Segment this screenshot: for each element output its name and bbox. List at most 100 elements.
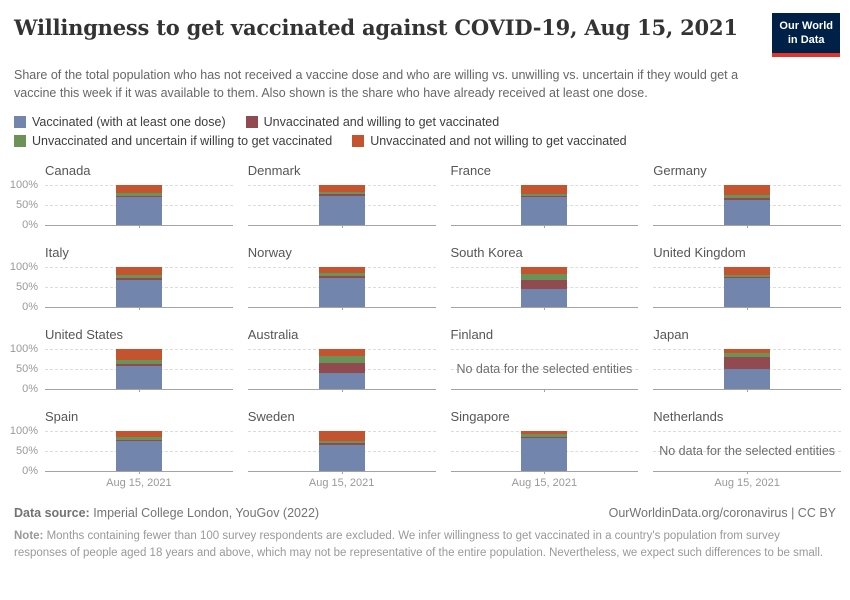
segment-vaccinated[interactable]	[521, 438, 568, 471]
segment-not_willing[interactable]	[724, 184, 771, 196]
y-tick-label: 0%	[22, 300, 38, 313]
segment-vaccinated[interactable]	[724, 199, 771, 225]
owid-coronavirus-link[interactable]: OurWorldinData.org/coronavirus | CC BY	[608, 505, 836, 520]
segment-willing[interactable]	[521, 280, 568, 289]
segment-uncertain[interactable]	[115, 359, 162, 364]
country-title: Norway	[247, 244, 292, 260]
mini-chart-netherlands: Netherlands No data for the selected enti…	[653, 409, 841, 489]
y-tick-label: 0%	[22, 218, 38, 231]
stacked-bar[interactable]	[521, 430, 568, 471]
stacked-bar[interactable]	[318, 430, 365, 471]
segment-uncertain[interactable]	[318, 356, 365, 363]
x-axis-tick-mark	[747, 306, 749, 310]
stacked-bar[interactable]	[318, 348, 365, 389]
stacked-bar[interactable]	[115, 266, 162, 307]
segment-vaccinated[interactable]	[318, 372, 365, 389]
segment-not_willing[interactable]	[318, 430, 365, 441]
segment-uncertain[interactable]	[115, 193, 162, 196]
country-title: France	[450, 162, 491, 178]
segment-willing[interactable]	[318, 276, 365, 278]
segment-vaccinated[interactable]	[521, 288, 568, 307]
segment-not_willing[interactable]	[724, 349, 771, 354]
stacked-bar[interactable]	[115, 430, 162, 471]
x-axis-label: Aug 15, 2021	[511, 476, 578, 489]
segment-vaccinated[interactable]	[724, 369, 771, 389]
mini-chart-south-korea: South Korea	[450, 245, 639, 310]
segment-vaccinated[interactable]	[115, 279, 162, 307]
x-axis-tick-mark	[138, 470, 140, 474]
no-data-message: No data for the selected entities	[456, 361, 633, 376]
segment-uncertain[interactable]	[521, 274, 568, 281]
stacked-bar[interactable]	[115, 184, 162, 225]
plot-area	[450, 430, 639, 474]
segment-not_willing[interactable]	[115, 184, 162, 194]
gridline-100	[450, 348, 639, 350]
segment-vaccinated[interactable]	[724, 278, 771, 307]
segment-willing[interactable]	[521, 196, 568, 198]
segment-vaccinated[interactable]	[115, 365, 162, 389]
segment-vaccinated[interactable]	[115, 441, 162, 471]
segment-uncertain[interactable]	[318, 192, 365, 195]
plot-area	[653, 348, 841, 392]
stacked-bar[interactable]	[318, 184, 365, 225]
segment-willing[interactable]	[724, 357, 771, 370]
stacked-bar[interactable]	[521, 185, 568, 225]
segment-uncertain[interactable]	[318, 440, 365, 444]
segment-willing[interactable]	[318, 443, 365, 445]
country-title: Spain	[45, 408, 79, 424]
segment-not_willing[interactable]	[115, 266, 162, 275]
x-axis-tick-mark	[544, 224, 546, 228]
x-axis-label: Aug 15, 2021	[106, 476, 172, 489]
segment-willing[interactable]	[115, 277, 162, 280]
stacked-bar[interactable]	[318, 266, 365, 307]
country-title: Australia	[247, 326, 299, 342]
segment-not_willing[interactable]	[318, 348, 365, 357]
segment-not_willing[interactable]	[521, 266, 568, 275]
segment-uncertain[interactable]	[521, 434, 568, 437]
segment-willing[interactable]	[318, 194, 365, 196]
segment-willing[interactable]	[724, 277, 771, 279]
plot-area	[450, 184, 639, 228]
country-title: Canada	[45, 162, 91, 178]
plot-area: 100% 50% 0%	[10, 425, 233, 477]
mini-chart-norway: Norway	[247, 244, 436, 310]
stacked-bar[interactable]	[724, 184, 771, 225]
legend-label: Unvaccinated and uncertain if willing to…	[32, 133, 333, 148]
segment-willing[interactable]	[318, 362, 365, 373]
legend-swatch-icon	[352, 134, 365, 147]
segment-not_willing[interactable]	[521, 430, 568, 435]
segment-willing[interactable]	[115, 363, 162, 366]
segment-not_willing[interactable]	[318, 184, 365, 193]
stacked-bar[interactable]	[115, 348, 162, 389]
x-axis-tick-mark	[138, 224, 140, 228]
segment-vaccinated[interactable]	[318, 195, 365, 225]
stacked-bar[interactable]	[521, 266, 568, 307]
segment-willing[interactable]	[115, 195, 162, 197]
segment-uncertain[interactable]	[318, 272, 365, 277]
segment-vaccinated[interactable]	[115, 196, 162, 225]
mini-chart-australia: Australia	[247, 326, 436, 392]
stacked-bar[interactable]	[724, 266, 771, 307]
segment-vaccinated[interactable]	[521, 197, 568, 225]
segment-not_willing[interactable]	[115, 430, 162, 438]
segment-uncertain[interactable]	[724, 195, 771, 199]
segment-not_willing[interactable]	[521, 185, 568, 195]
legend-label: Unvaccinated and willing to get vaccinat…	[263, 114, 500, 129]
segment-willing[interactable]	[724, 198, 771, 200]
segment-uncertain[interactable]	[521, 194, 568, 197]
segment-not_willing[interactable]	[318, 266, 365, 273]
mini-chart-finland: Finland No data for the selected entities	[450, 327, 639, 392]
segment-not_willing[interactable]	[724, 266, 771, 276]
segment-uncertain[interactable]	[724, 353, 771, 358]
segment-willing[interactable]	[521, 436, 568, 439]
x-axis-tick-mark	[544, 470, 546, 474]
segment-uncertain[interactable]	[724, 275, 771, 278]
segment-uncertain[interactable]	[115, 437, 162, 441]
segment-willing[interactable]	[115, 440, 162, 442]
segment-uncertain[interactable]	[115, 274, 162, 278]
stacked-bar[interactable]	[724, 349, 771, 389]
country-title: Italy	[45, 244, 69, 260]
segment-vaccinated[interactable]	[318, 277, 365, 307]
segment-not_willing[interactable]	[115, 348, 162, 360]
segment-vaccinated[interactable]	[318, 444, 365, 471]
